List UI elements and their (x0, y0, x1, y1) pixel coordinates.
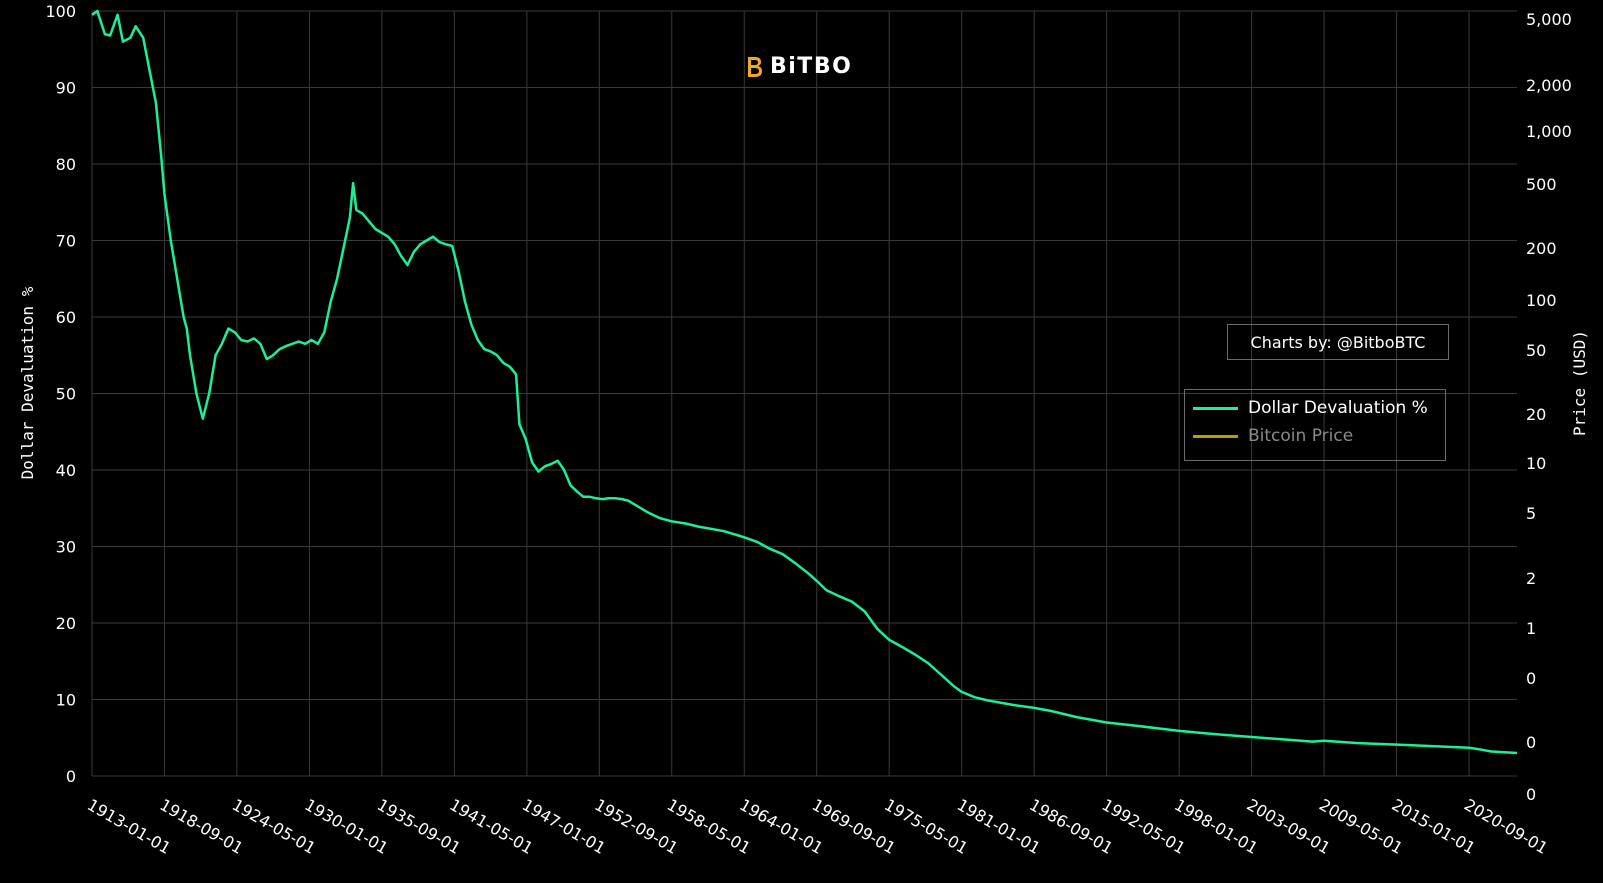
chart-credit: Charts by: @BitboBTC (1227, 324, 1449, 360)
legend-item-devaluation[interactable]: Dollar Devaluation % (1193, 398, 1428, 418)
series-line (91, 9, 1518, 755)
y2-tick-label: 0 (1526, 785, 1536, 804)
bitbo-logo-icon (748, 56, 762, 77)
y2-tick-label: 500 (1526, 175, 1557, 194)
y2-tick-label: 1,000 (1526, 122, 1572, 141)
bitbo-logo-text: BiTBO (770, 54, 853, 79)
y-tick-label: 30 (56, 538, 76, 557)
y-tick-label: 50 (56, 385, 76, 404)
legend-label: Dollar Devaluation % (1248, 398, 1428, 418)
x-tick-label: 2020-09-01 (1461, 795, 1551, 858)
y-tick-label: 40 (56, 461, 76, 480)
legend-swatch (1193, 406, 1238, 410)
bitbo-logo: BiTBO (744, 54, 852, 79)
y-tick-label: 0 (66, 767, 76, 786)
y-tick-label: 60 (56, 308, 76, 327)
y2-tick-label: 2 (1526, 569, 1536, 588)
y2-tick-label: 5,000 (1526, 10, 1572, 29)
left-axis-ticks: 0 10 20 30 40 50 60 70 80 90 100 (45, 2, 76, 786)
legend-item-bitcoin[interactable]: Bitcoin Price (1193, 426, 1353, 446)
series-layer (91, 9, 1518, 755)
legend-label: Bitcoin Price (1248, 426, 1354, 446)
y2-tick-label: 0 (1526, 669, 1536, 688)
legend-swatch (1193, 434, 1238, 438)
y2-tick-label: 1 (1526, 619, 1536, 638)
y2-tick-label: 0 (1526, 733, 1536, 752)
y-tick-label: 20 (56, 614, 76, 633)
y-tick-label: 100 (45, 2, 76, 21)
y-axis-title: Dollar Devaluation % (18, 286, 37, 479)
y2-tick-label: 2,000 (1526, 76, 1572, 95)
y2-tick-label: 50 (1526, 341, 1546, 360)
y2-tick-label: 5 (1526, 504, 1536, 523)
y2-tick-label: 100 (1526, 291, 1557, 310)
y-tick-label: 80 (56, 155, 76, 174)
legend: Dollar Devaluation % Bitcoin Price (1184, 389, 1446, 461)
y2-tick-label: 20 (1526, 405, 1546, 424)
y-tick-label: 70 (56, 232, 76, 251)
y2-tick-label: 200 (1526, 239, 1557, 258)
y-gridlines (92, 10, 1517, 777)
y-tick-label: 10 (56, 691, 76, 710)
x-axis-ticks: 1913-01-011918-09-011924-05-011930-01-01… (84, 795, 1551, 858)
y2-tick-label: 10 (1526, 454, 1546, 473)
y-tick-label: 90 (56, 79, 76, 98)
y2-axis-title: Price (USD) (1570, 330, 1589, 436)
